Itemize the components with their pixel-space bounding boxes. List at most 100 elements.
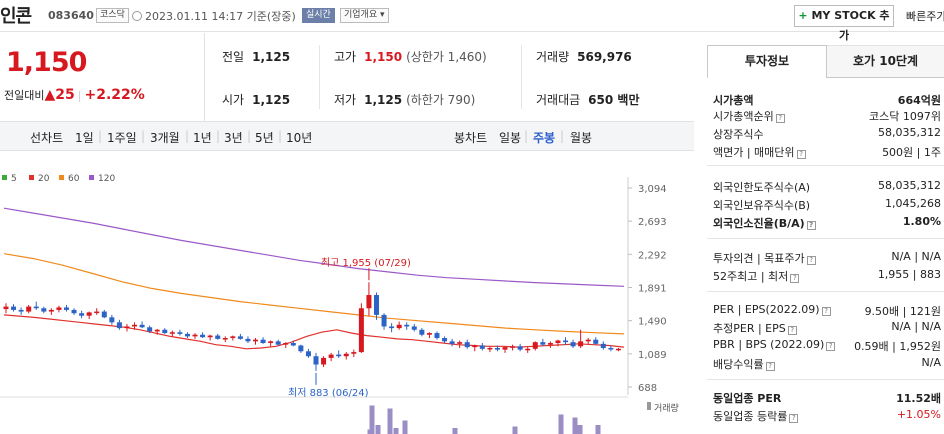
chevron-down-icon: ▾ bbox=[380, 10, 385, 20]
candle bbox=[162, 329, 168, 334]
candle bbox=[494, 347, 500, 350]
help-icon[interactable]: ? bbox=[765, 362, 775, 371]
ma20-line bbox=[3, 314, 625, 350]
candle bbox=[404, 324, 410, 327]
help-icon[interactable]: ? bbox=[789, 414, 799, 423]
candle bbox=[434, 333, 440, 339]
candle bbox=[94, 311, 100, 314]
info-row: 시가총액순위? 코스닥 1097위 bbox=[713, 108, 941, 124]
info-label: 상장주식수 bbox=[713, 128, 764, 141]
candle bbox=[222, 338, 228, 340]
candle bbox=[373, 295, 379, 315]
price-change: 전일대비▲25 | +2.22% bbox=[4, 87, 145, 103]
period-10y[interactable]: 10년 bbox=[286, 131, 313, 145]
candle bbox=[71, 309, 77, 314]
help-icon[interactable]: ? bbox=[790, 274, 800, 283]
info-label: 외국인보유주식수(B) bbox=[713, 199, 811, 212]
candle bbox=[449, 341, 455, 344]
candle-weekly[interactable]: 주봉 bbox=[533, 131, 556, 145]
candle-monthly[interactable]: 월봉 bbox=[570, 131, 593, 145]
candle bbox=[366, 295, 372, 309]
candle bbox=[101, 311, 107, 318]
candle bbox=[305, 351, 311, 357]
open-price: 시가 1,125 bbox=[222, 93, 291, 107]
candle bbox=[396, 324, 402, 329]
tab-order-book[interactable]: 호가 10단계 bbox=[827, 45, 944, 78]
high-price: 고가 1,150 (상한가 1,460) bbox=[334, 50, 487, 64]
candle bbox=[381, 314, 387, 327]
help-icon[interactable]: ? bbox=[806, 221, 816, 230]
volume-bar bbox=[452, 428, 458, 434]
info-row: 동일업종 등락률? +1.05% bbox=[713, 408, 941, 424]
period-1w[interactable]: 1주일 bbox=[107, 131, 137, 145]
info-row: 외국인한도주식수(A) 58,035,312 bbox=[713, 179, 941, 195]
period-3y[interactable]: 3년 bbox=[224, 131, 243, 145]
candle bbox=[585, 339, 591, 342]
info-row: 배당수익률? N/A bbox=[713, 356, 941, 372]
candle bbox=[184, 333, 190, 337]
company-overview-dropdown[interactable]: 기업개요 ▾ bbox=[340, 8, 389, 23]
info-row: 52주최고 | 최저? 1,955 | 883 bbox=[713, 268, 941, 284]
stock-name: 인콘 bbox=[0, 6, 32, 27]
tab-investment-info[interactable]: 투자정보 bbox=[707, 45, 827, 78]
candle bbox=[253, 339, 259, 342]
legend-swatch bbox=[29, 175, 34, 180]
help-icon[interactable]: ? bbox=[775, 114, 785, 123]
candle bbox=[358, 308, 364, 353]
candle bbox=[283, 342, 289, 345]
datetime-label: 2023.01.11 14:17 기준(장중) bbox=[132, 8, 296, 24]
candle bbox=[260, 339, 266, 343]
candle bbox=[200, 334, 206, 338]
help-icon[interactable]: ? bbox=[806, 256, 816, 265]
period-1d[interactable]: 1일 bbox=[75, 131, 94, 145]
candle bbox=[525, 348, 531, 351]
help-icon[interactable]: ? bbox=[821, 307, 831, 316]
y-tick-label: 1,490 bbox=[638, 317, 667, 328]
candle bbox=[351, 352, 357, 354]
volume-bar bbox=[595, 425, 601, 434]
mystock-add-button[interactable]: + MY STOCK 추가 bbox=[794, 5, 894, 42]
period-3m[interactable]: 3개월 bbox=[150, 131, 180, 145]
max-annotation: 최고 1,955 (07/29) bbox=[321, 257, 411, 269]
candle bbox=[600, 343, 606, 348]
candle bbox=[33, 306, 39, 309]
candle bbox=[147, 327, 153, 332]
candle bbox=[343, 353, 349, 357]
prev-close: 전일 1,125 bbox=[222, 50, 291, 64]
info-value: 1.80% bbox=[902, 215, 941, 228]
candle bbox=[411, 326, 417, 330]
period-1y[interactable]: 1년 bbox=[193, 131, 212, 145]
realtime-button[interactable]: 실시간 bbox=[302, 8, 335, 23]
candle bbox=[290, 342, 296, 346]
candle bbox=[18, 309, 24, 312]
candle bbox=[547, 342, 553, 345]
candle bbox=[321, 357, 327, 365]
price-summary: 1,150 전일대비▲25 | +2.22% bbox=[0, 33, 205, 121]
ma120-line bbox=[3, 207, 625, 287]
help-icon[interactable]: ? bbox=[826, 342, 836, 351]
info-value: 9.50배 | 121원 bbox=[864, 305, 941, 318]
candle bbox=[540, 342, 546, 345]
quick-search-link[interactable]: 빠른주가 bbox=[906, 10, 944, 23]
candlestick-chart[interactable]: 5 20 60 120 3,094 2,693 2,292 1,891 1,490 1,089 68… bbox=[0, 151, 694, 434]
candle-daily[interactable]: 일봉 bbox=[499, 131, 522, 145]
candle bbox=[426, 333, 432, 335]
candle bbox=[207, 335, 213, 338]
period-5y[interactable]: 5년 bbox=[255, 131, 274, 145]
info-value: 코스닥 1097위 bbox=[869, 110, 941, 123]
candle bbox=[510, 346, 516, 348]
candle bbox=[215, 335, 221, 339]
info-row: PBR | BPS (2022.09)? 0.59배 | 1,952원 bbox=[713, 338, 941, 354]
volume-bar bbox=[375, 425, 381, 434]
candle bbox=[230, 336, 236, 339]
info-label: 52주최고 | 최저? bbox=[713, 268, 800, 284]
candle bbox=[419, 329, 425, 335]
help-icon[interactable]: ? bbox=[787, 326, 797, 335]
y-tick-label: 688 bbox=[638, 383, 657, 394]
plus-icon: + bbox=[798, 9, 808, 22]
help-icon[interactable]: ? bbox=[796, 150, 806, 159]
candle bbox=[139, 324, 145, 328]
info-label: 액면가 | 매매단위? bbox=[713, 144, 806, 160]
candle bbox=[56, 307, 62, 310]
volume-legend-swatch bbox=[647, 402, 651, 410]
